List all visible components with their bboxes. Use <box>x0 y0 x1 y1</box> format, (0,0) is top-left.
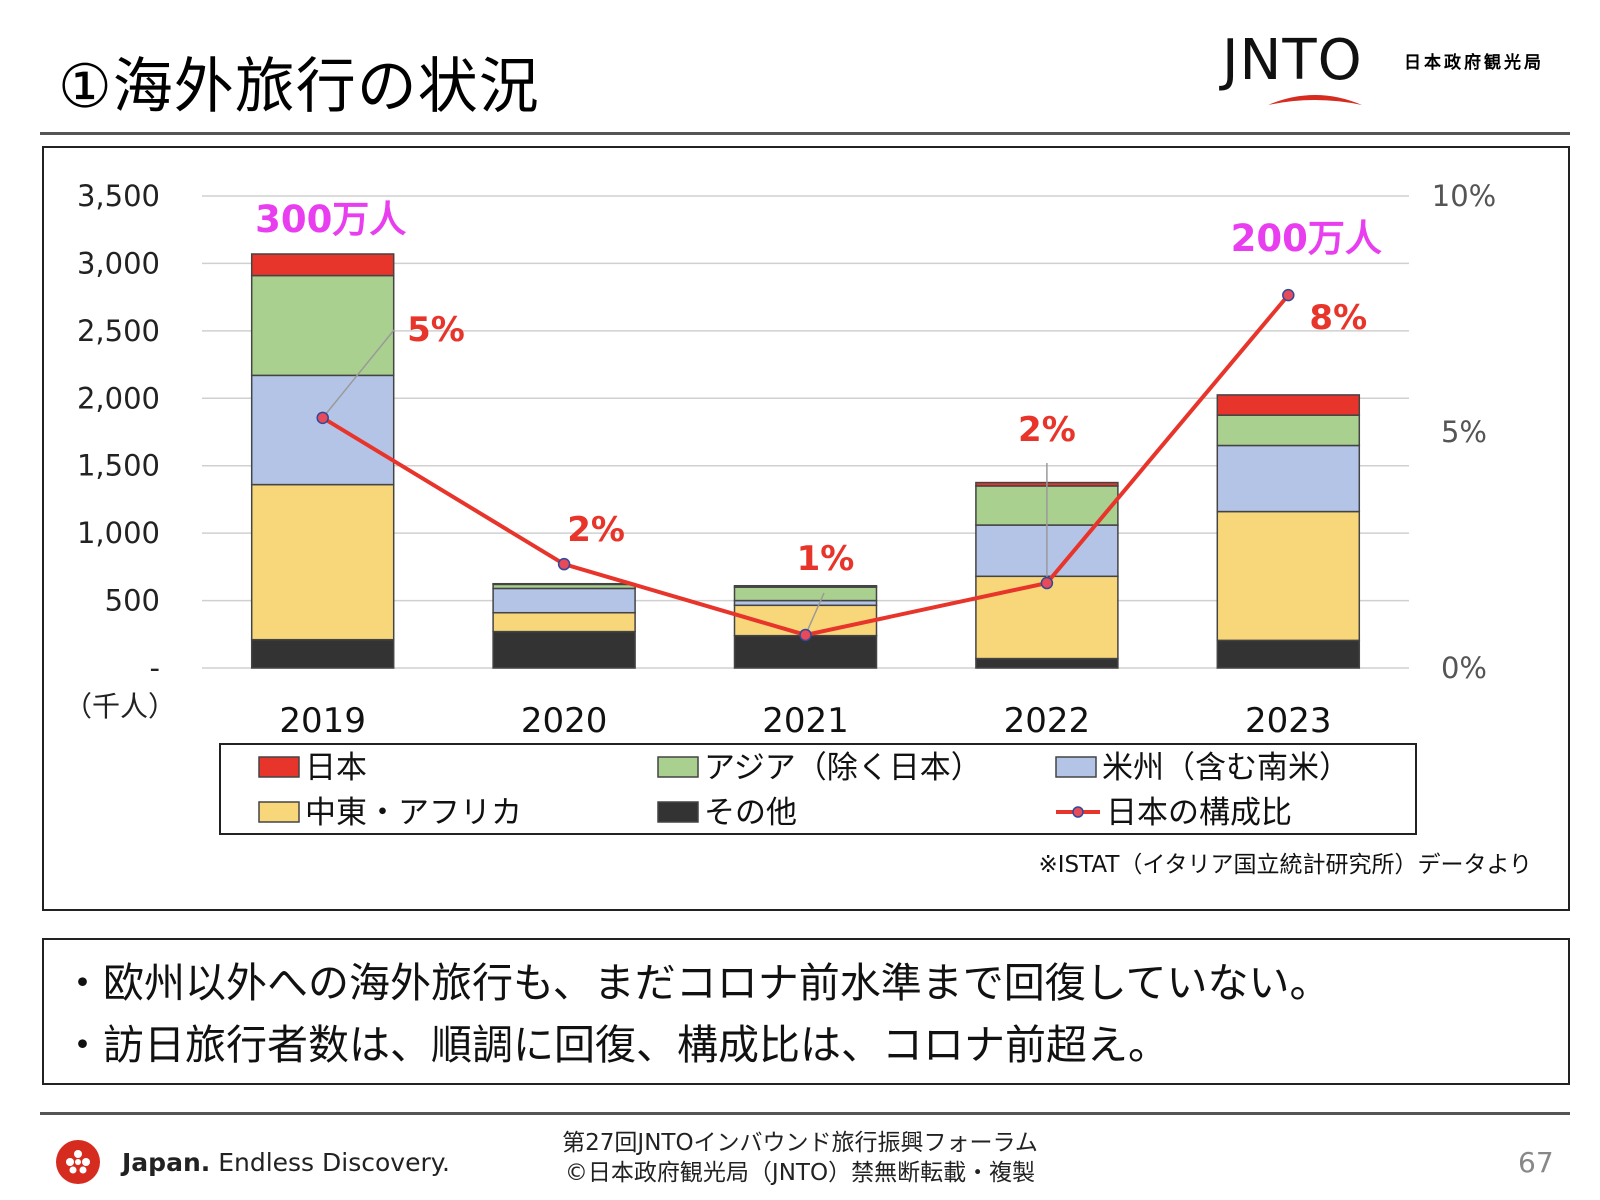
bar-segment <box>492 611 636 633</box>
data-label: 2% <box>1018 410 1076 450</box>
legend-label: 日本の構成比 <box>1106 795 1292 831</box>
x-tick-label: 2023 <box>1245 701 1332 741</box>
x-tick-label: 2019 <box>279 701 366 741</box>
bar-segment <box>250 253 395 277</box>
footer-divider <box>40 1112 1570 1115</box>
copyright: ©日本政府観光局（JNTO）禁無断転載・複製 <box>564 1160 1036 1186</box>
y-tick-label: 1,500 <box>77 449 160 483</box>
bar-segment <box>250 483 395 641</box>
line-point <box>316 411 329 425</box>
bar-segment <box>492 630 636 669</box>
x-tick-label: 2021 <box>762 701 849 741</box>
summary-line-2: ・訪日旅行者数は、順調に回復、構成比は、コロナ前超え。 <box>62 1021 1169 1069</box>
data-label: 1% <box>797 539 855 579</box>
data-label: 2% <box>567 510 625 550</box>
legend-swatch <box>258 801 300 823</box>
y-tick-label: 2,000 <box>77 381 160 415</box>
data-label: 8% <box>1309 298 1367 338</box>
y2-tick-label: 5% <box>1441 415 1487 449</box>
bar-segment <box>492 587 636 614</box>
legend-label: 中東・アフリカ <box>305 795 522 831</box>
bar-segment <box>1216 510 1361 642</box>
leader-line <box>322 329 395 419</box>
bar-segment <box>1216 414 1361 447</box>
sakura-logo-icon <box>56 1140 100 1184</box>
data-label: 5% <box>407 310 465 350</box>
footer-center: 第27回JNTOインバウンド旅行振興フォーラム ©日本政府観光局（JNTO）禁無… <box>500 1128 1100 1188</box>
stacked-bar-line-chart: - 500 1,000 1,500 2,000 2,500 3,000 3,500 0% 5% 10… <box>64 179 1532 878</box>
legend-box <box>219 743 1417 835</box>
legend-swatch <box>258 756 300 778</box>
y-tick-label: - <box>150 651 160 685</box>
y2-tick-label: 0% <box>1441 651 1487 685</box>
y-tick-label: 500 <box>105 584 160 618</box>
bar-segment <box>1216 639 1361 669</box>
chart-panel: - 500 1,000 1,500 2,000 2,500 3,000 3,500 0% 5% 10… <box>42 146 1570 911</box>
logo-text: JNTO <box>1222 28 1363 93</box>
bar-segment <box>1216 394 1361 416</box>
brand-tagline: Endless Discovery. <box>218 1148 450 1177</box>
legend-label: その他 <box>704 795 797 831</box>
legend-label: 日本 <box>305 750 367 786</box>
bar-segment <box>733 586 878 602</box>
y-tick-label: 1,000 <box>77 516 160 550</box>
footer-brand: Japan. Endless Discovery. <box>122 1148 450 1177</box>
bar-segment <box>492 582 636 586</box>
line-point <box>557 557 571 571</box>
summary-box: ・欧州以外への海外旅行も、まだコロナ前水準まで回復していない。 ・訪日旅行者数は… <box>42 938 1570 1085</box>
jnto-logo: JNTO <box>1222 28 1372 108</box>
x-tick-label: 2022 <box>1004 701 1091 741</box>
agency-name: 日本政府観光局 <box>1404 53 1544 73</box>
header-divider <box>40 132 1570 135</box>
line-point <box>799 628 812 642</box>
legend-swatch <box>1055 756 1097 778</box>
bar-segment <box>250 638 395 669</box>
total-annotation: 300万人 <box>255 198 406 241</box>
line-point <box>1282 288 1295 302</box>
legend-label: アジア（除く日本） <box>704 750 982 786</box>
bar-segment <box>975 657 1119 669</box>
summary-line-1: ・欧州以外への海外旅行も、まだコロナ前水準まで回復していない。 <box>62 959 1331 1007</box>
y-tick-label: 3,500 <box>77 179 160 213</box>
logo-arc-icon <box>1268 95 1362 105</box>
unit-label: （千人） <box>64 690 176 723</box>
legend-line-marker <box>1072 806 1084 818</box>
forum-name: 第27回JNTOインバウンド旅行振興フォーラム <box>562 1130 1038 1156</box>
bar-segment <box>975 575 1119 660</box>
bar-segment <box>250 374 395 486</box>
bar-segment <box>1216 444 1361 513</box>
bar-segment <box>733 584 878 588</box>
y2-tick-label: 10% <box>1432 179 1496 213</box>
line-point <box>1040 576 1054 590</box>
leader-line <box>804 592 825 636</box>
total-annotation: 200万人 <box>1231 217 1382 260</box>
brand-name: Japan. <box>122 1148 211 1177</box>
x-tick-label: 2020 <box>521 701 608 741</box>
source-note: ※ISTAT（イタリア国立統計研究所）データより <box>1038 852 1532 878</box>
page-number: 67 <box>1518 1146 1554 1179</box>
y-tick-label: 2,500 <box>77 314 160 348</box>
legend-swatch <box>657 801 699 823</box>
y-tick-label: 3,000 <box>77 246 160 280</box>
legend-swatch <box>657 756 699 778</box>
page-title: ①海外旅行の状況 <box>58 52 540 122</box>
bar-segment <box>250 274 395 377</box>
legend-label: 米州（含む南米） <box>1102 750 1350 786</box>
